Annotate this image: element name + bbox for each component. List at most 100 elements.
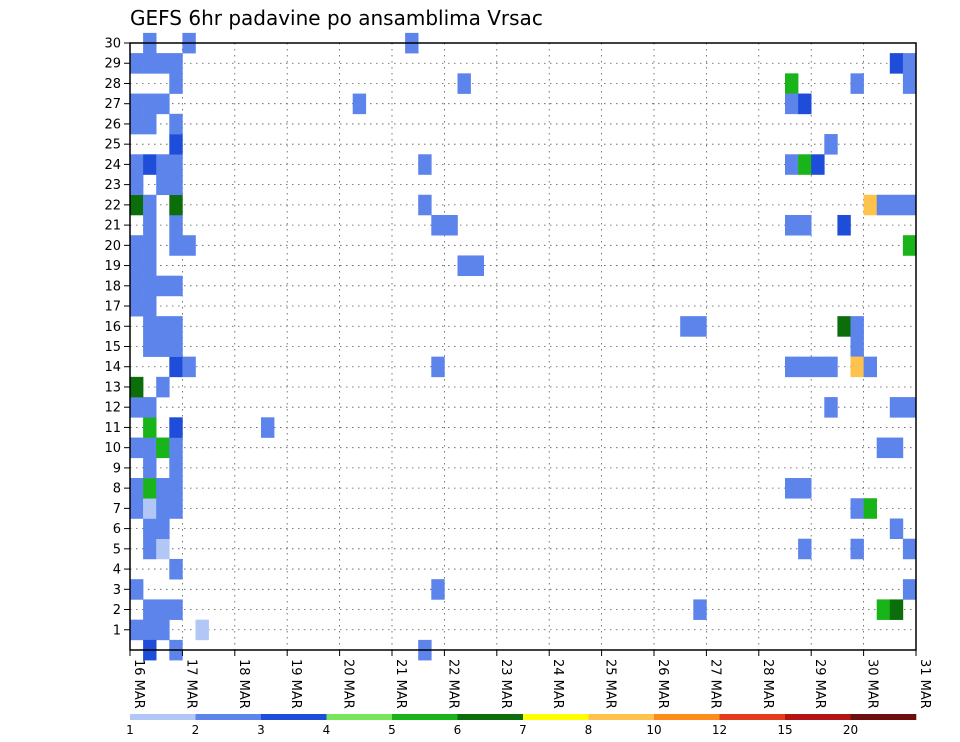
heatmap-cell (850, 498, 864, 519)
legend-swatch (654, 714, 720, 720)
heatmap-cell (889, 518, 904, 540)
heatmap-cell (470, 255, 484, 276)
y-tick-label: 23 (104, 178, 121, 193)
heatmap-cell (824, 134, 838, 155)
legend-swatch (785, 714, 851, 720)
heatmap-cell (837, 214, 851, 236)
heatmap-cell (169, 73, 183, 94)
y-tick-label: 18 (104, 279, 121, 294)
heatmap-cell (143, 457, 157, 479)
heatmap-cell (130, 579, 144, 600)
heatmap-cell (798, 356, 812, 378)
y-axis: 1234567891011121314151617181920212223242… (104, 37, 130, 638)
x-tick-label: 26 MAR (655, 659, 670, 709)
y-tick-label: 2 (113, 603, 121, 618)
y-tick-label: 7 (113, 502, 121, 517)
heatmap-cell (143, 154, 157, 175)
y-tick-label: 1 (113, 623, 121, 638)
chart-title: GEFS 6hr padavine po ansamblima Vrsac (130, 6, 543, 30)
heatmap-cell (143, 336, 157, 357)
heatmap-cell (143, 194, 157, 216)
heatmap-cell (169, 558, 183, 580)
heatmap-cell (130, 255, 144, 276)
heatmap-cell (169, 316, 183, 337)
heatmap-cell (444, 214, 458, 236)
heatmap-cell (457, 73, 471, 94)
heatmap-cell (418, 194, 432, 216)
heatmap-cell (431, 579, 445, 600)
legend-label: 5 (388, 723, 396, 737)
heatmap-cell (156, 498, 170, 519)
heatmap-cell (889, 53, 904, 74)
heatmap-cell (169, 599, 183, 620)
heatmap-cell (169, 53, 183, 74)
heatmap-cell (156, 336, 170, 357)
heatmap-cell (130, 397, 144, 418)
y-tick-label: 27 (104, 97, 121, 112)
heatmap-cell (811, 356, 825, 378)
heatmap-cell (143, 478, 157, 499)
y-tick-label: 13 (104, 380, 121, 395)
legend-label: 10 (646, 723, 661, 737)
heatmap-cell (182, 235, 196, 256)
y-tick-label: 9 (113, 461, 121, 476)
heatmap-cell (902, 538, 917, 560)
heatmap-cell (169, 154, 183, 175)
heatmap-cell (169, 275, 183, 297)
legend-swatch (719, 714, 786, 720)
heatmap-cell (156, 619, 170, 641)
heatmap-cell (156, 154, 170, 175)
heatmap-cell (902, 397, 917, 418)
y-tick-label: 20 (104, 239, 121, 254)
heatmap-cell (156, 93, 170, 115)
heatmap-cell (693, 316, 707, 337)
y-tick-label: 22 (104, 198, 121, 213)
x-tick-label: 31 MAR (917, 659, 932, 709)
heatmap-cell (143, 255, 157, 276)
heatmap-cell (850, 336, 864, 357)
heatmap-cell (130, 53, 144, 74)
heatmap-cell (798, 538, 812, 560)
heatmap-cell (169, 417, 183, 438)
heatmap-cell (143, 235, 157, 256)
heatmap-cell (143, 538, 157, 560)
heatmap-cell (785, 214, 799, 236)
heatmap-cell (169, 437, 183, 459)
heatmap-cell (143, 518, 157, 540)
x-tick-label: 27 MAR (707, 659, 722, 709)
heatmap-cell (169, 336, 183, 357)
y-tick-label: 11 (104, 421, 121, 436)
y-tick-label: 12 (104, 401, 121, 416)
heatmap-cell (902, 53, 917, 74)
legend-label: 20 (843, 723, 858, 737)
heatmap-cell (130, 113, 144, 135)
heatmap-cell (785, 478, 799, 499)
x-tick-label: 22 MAR (445, 659, 460, 709)
heatmap-cell (130, 295, 144, 317)
heatmap-cell (182, 356, 196, 378)
y-tick-label: 6 (113, 522, 121, 537)
heatmap-cell (169, 356, 183, 378)
heatmap-cell (863, 194, 877, 216)
heatmap-cell (889, 437, 904, 459)
heatmap-cell (431, 356, 445, 378)
legend-label: 2 (192, 723, 200, 737)
heatmap-cell (156, 538, 170, 560)
heatmap-cell (143, 316, 157, 337)
legend-swatch (261, 714, 327, 720)
heatmap-cell (418, 154, 432, 175)
heatmap-cell (169, 457, 183, 479)
heatmap-cell (680, 316, 694, 337)
heatmap-cell (352, 93, 367, 115)
heatmap-cell (824, 397, 838, 418)
heatmap-cell (431, 214, 445, 236)
heatmap-cell (156, 599, 170, 620)
heatmap-cell (195, 619, 209, 641)
heatmap-cell (143, 599, 157, 620)
heatmap-cell (130, 478, 144, 499)
heatmap-cell (156, 174, 170, 196)
heatmap-cell (169, 194, 183, 216)
heatmap-cell (156, 437, 170, 459)
x-tick-label: 24 MAR (550, 659, 565, 709)
heatmap-cell (169, 134, 183, 155)
